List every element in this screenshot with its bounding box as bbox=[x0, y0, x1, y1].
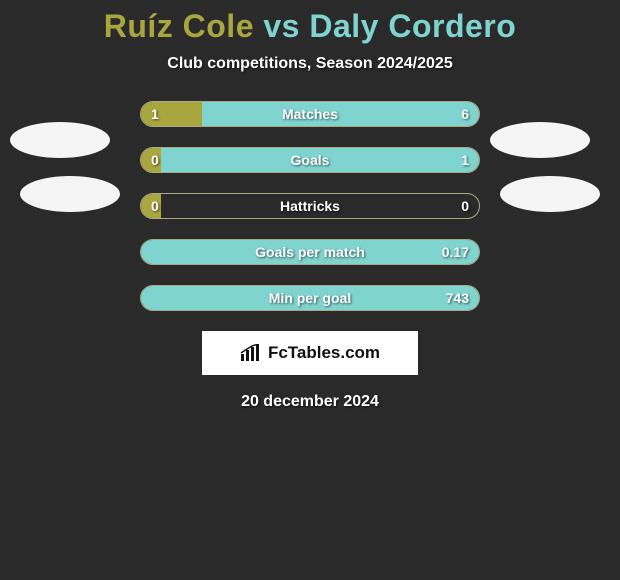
player2-avatar-2 bbox=[500, 176, 600, 212]
stat-label: Hattricks bbox=[141, 194, 479, 218]
stat-label: Min per goal bbox=[141, 286, 479, 310]
date: 20 december 2024 bbox=[0, 393, 620, 411]
stat-label: Goals bbox=[141, 148, 479, 172]
player1-name: Ruíz Cole bbox=[104, 8, 254, 44]
stat-bar-goals-per-match: 0.17Goals per match bbox=[140, 239, 480, 265]
page-title: Ruíz Cole vs Daly Cordero bbox=[0, 0, 620, 45]
stat-bar-hattricks: 00Hattricks bbox=[140, 193, 480, 219]
player1-avatar bbox=[10, 122, 110, 158]
stat-label: Goals per match bbox=[141, 240, 479, 264]
stat-label: Matches bbox=[141, 102, 479, 126]
stat-bar-matches: 16Matches bbox=[140, 101, 480, 127]
subtitle: Club competitions, Season 2024/2025 bbox=[0, 55, 620, 73]
stat-bars: 16Matches 01Goals 00Hattricks 0.17Goals per… bbox=[140, 101, 480, 311]
source-logo: FcTables.com bbox=[202, 331, 418, 375]
player2-avatar bbox=[490, 122, 590, 158]
logo-text: FcTables.com bbox=[268, 343, 380, 363]
player2-name: Daly Cordero bbox=[309, 8, 516, 44]
stat-bar-goals: 01Goals bbox=[140, 147, 480, 173]
player1-avatar-2 bbox=[20, 176, 120, 212]
stat-bar-min-per-goal: 743Min per goal bbox=[140, 285, 480, 311]
bar-chart-icon bbox=[240, 344, 262, 362]
comparison-arena: 16Matches 01Goals 00Hattricks 0.17Goals per… bbox=[0, 101, 620, 311]
vs-text: vs bbox=[254, 8, 309, 44]
